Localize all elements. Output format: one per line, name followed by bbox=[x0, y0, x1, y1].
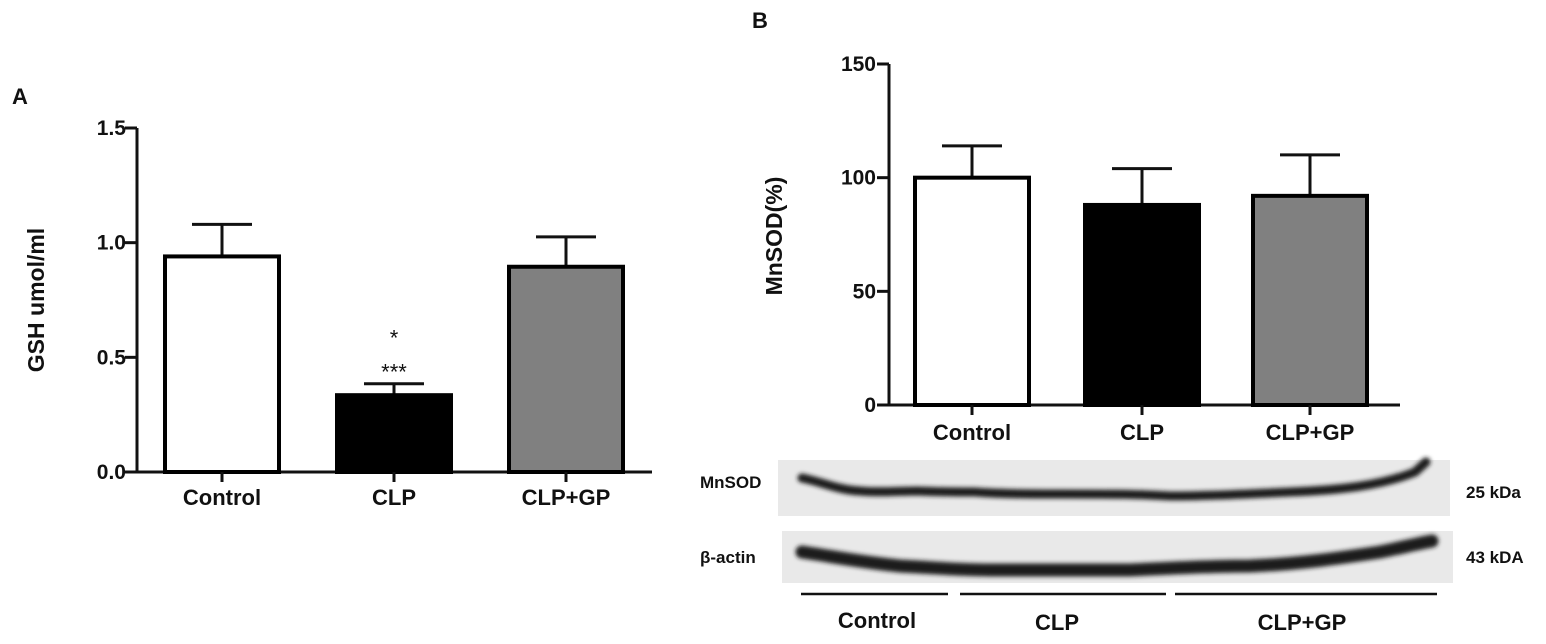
x-category-label-a: CLP bbox=[372, 485, 416, 510]
x-category-label-b: CLP bbox=[1120, 420, 1164, 445]
group-label-clp-gp: CLP+GP bbox=[1258, 610, 1347, 635]
bar-b-control bbox=[913, 175, 1031, 407]
blot-row-label-actin: β-actin bbox=[700, 548, 756, 567]
blot-bands-actin bbox=[795, 534, 1439, 577]
bar-b-clp bbox=[1083, 202, 1201, 407]
y-tick-label-a: 1.5 bbox=[97, 117, 127, 140]
x-category-label-b: Control bbox=[933, 420, 1011, 445]
x-category-label-a: Control bbox=[183, 485, 261, 510]
group-label-control: Control bbox=[838, 608, 916, 633]
y-tick-label-b: 50 bbox=[853, 280, 876, 303]
y-axis-title-a: GSH umol/ml bbox=[23, 228, 49, 372]
x-category-label-b: CLP+GP bbox=[1266, 420, 1355, 445]
y-tick-label-a: 0.0 bbox=[97, 461, 126, 484]
blot-row-size-mnsod: 25 kDa bbox=[1466, 483, 1521, 502]
bar-a-clp-gp bbox=[507, 264, 625, 474]
panel-letter-b: B bbox=[752, 8, 768, 33]
bar-a-clp bbox=[335, 393, 453, 475]
y-tick-label-a: 0.5 bbox=[97, 346, 127, 369]
blot-bands-mnsod bbox=[797, 457, 1431, 501]
y-tick-label-a: 1.0 bbox=[97, 232, 126, 255]
x-category-label-a: CLP+GP bbox=[522, 485, 611, 510]
blot-row-size-actin: 43 kDA bbox=[1466, 548, 1524, 567]
western-blot: MnSOD 25 kDa β-actin 43 kDA Control CLP … bbox=[700, 457, 1524, 635]
y-tick-label-b: 100 bbox=[841, 167, 876, 190]
significance-marker: *** bbox=[381, 360, 407, 385]
bar-a-control bbox=[163, 254, 281, 474]
panel-letter-a: A bbox=[12, 84, 28, 109]
y-tick-label-b: 150 bbox=[841, 53, 876, 76]
chart-panel-a: GSH umol/ml 0.0 0.5 1.0 1.5 Control CLP CLP+GP… bbox=[23, 117, 652, 510]
bar-b-clp-gp bbox=[1251, 193, 1369, 407]
group-label-clp: CLP bbox=[1035, 610, 1079, 635]
y-axis-title-b: MnSOD(%) bbox=[761, 177, 787, 296]
significance-marker: * bbox=[390, 326, 399, 351]
y-tick-label-b: 0 bbox=[864, 394, 876, 417]
chart-panel-b: MnSOD(%) 0 50 100 150 Control CLP CLP+GP bbox=[761, 53, 1400, 445]
blot-row-label-mnsod: MnSOD bbox=[700, 473, 761, 492]
